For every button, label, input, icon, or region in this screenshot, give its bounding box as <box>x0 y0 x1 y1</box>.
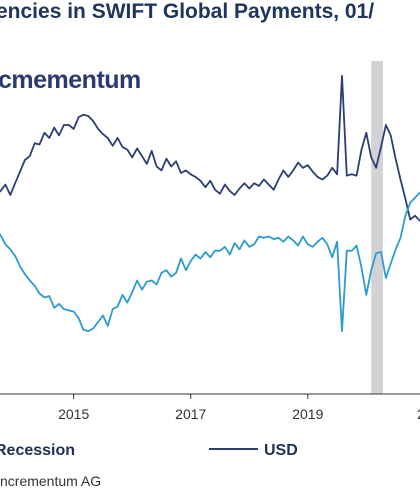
chart-title: encies in SWIFT Global Payments, 01/ <box>0 0 375 23</box>
legend: Recession USD <box>0 442 298 459</box>
legend-label-usd: USD <box>264 442 298 459</box>
usd-series-line <box>0 74 420 222</box>
eur-series-line <box>0 191 420 333</box>
legend-label-recession: Recession <box>0 442 75 459</box>
recession-band <box>371 61 383 394</box>
recession-bands <box>371 61 383 394</box>
x-tick-label: 2017 <box>175 406 206 422</box>
incrementum-logo: cmementum <box>0 66 141 94</box>
source-note: ncrementum AG <box>0 473 102 489</box>
x-tick-label: 20 <box>417 406 420 422</box>
x-tick-label: 2015 <box>58 406 89 422</box>
x-ticks: 2015 2017 2019 20 <box>58 394 420 422</box>
series-layer <box>0 74 420 333</box>
x-tick-label: 2019 <box>292 406 323 422</box>
